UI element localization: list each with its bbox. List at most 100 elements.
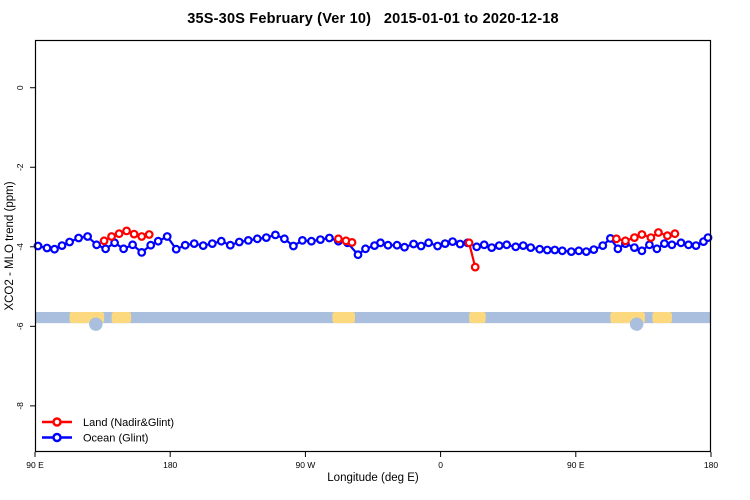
data-point (383, 240, 393, 250)
data-point (487, 243, 497, 253)
data-point (261, 233, 271, 243)
map-band (35, 312, 711, 331)
data-point (347, 237, 357, 247)
data-point (502, 240, 512, 250)
data-point (589, 245, 599, 255)
data-point (424, 238, 434, 248)
data-point (630, 243, 639, 253)
data-point (353, 250, 363, 260)
data-point (107, 232, 116, 241)
data-point (207, 239, 217, 249)
data-point (660, 239, 669, 249)
data-point (494, 241, 504, 251)
data-point (316, 235, 325, 245)
data-point (42, 243, 52, 253)
axis-ticks: 90 E 180 90 W 0 90 E 180 0 -2 -4 -6 -8 (15, 85, 718, 470)
series-land-nadir-glint (99, 226, 680, 272)
data-point (216, 236, 226, 246)
data-point (361, 244, 370, 254)
data-point (225, 240, 235, 250)
data-point (637, 230, 647, 239)
data-point (122, 226, 131, 236)
data-point (162, 232, 172, 241)
data-point (684, 240, 693, 250)
x-tick-label: 0 (438, 460, 443, 470)
data-point (83, 232, 92, 241)
data-point (33, 241, 43, 251)
data-point (470, 262, 480, 272)
y-tick-label: -2 (15, 163, 25, 171)
data-point (637, 246, 647, 256)
data-point (574, 246, 584, 256)
data-point (153, 236, 163, 246)
data-point (376, 238, 385, 248)
legend-label: Ocean (Glint) (83, 433, 148, 445)
data-point (557, 246, 567, 256)
map-band-land-patch (652, 312, 672, 324)
data-point (114, 229, 124, 239)
data-point (433, 241, 443, 251)
map-band-land-patch (332, 312, 355, 324)
data-point (645, 240, 654, 250)
data-point (171, 244, 181, 254)
data-point (144, 230, 154, 239)
y-tick-label: -6 (15, 322, 25, 330)
data-point (550, 245, 560, 255)
data-point (691, 241, 701, 251)
y-tick-label: 0 (15, 85, 25, 90)
data-point (630, 233, 639, 243)
y-tick-label: -4 (15, 243, 25, 251)
data-point (416, 241, 426, 251)
data-point (535, 244, 545, 254)
data-point (703, 233, 713, 243)
data-point (234, 237, 244, 247)
map-band-land-patch (111, 312, 132, 324)
data-point (334, 234, 343, 244)
data-point (50, 244, 59, 254)
x-tick-label: 90 W (295, 460, 315, 470)
x-tick-label: 180 (704, 460, 718, 470)
data-point (129, 229, 139, 239)
map-band-coast-notch (89, 317, 103, 331)
data-point (598, 241, 608, 251)
x-axis-label: Longitude (deg E) (327, 472, 419, 484)
data-point (252, 234, 262, 244)
data-point (654, 228, 663, 237)
data-point (518, 241, 528, 251)
data-point (667, 240, 677, 250)
data-point (511, 242, 521, 252)
data-point (652, 244, 662, 254)
data-point (526, 243, 536, 253)
data-point (243, 235, 253, 245)
data-point (464, 238, 474, 248)
legend: Land (Nadir&Glint) Ocean (Glint) (42, 417, 174, 445)
data-point (288, 241, 298, 251)
plot-area: 90 E 180 90 W 0 90 E 180 0 -2 -4 -6 -8 Land (Nadir&… (15, 39, 718, 470)
data-point (612, 234, 621, 244)
data-point (137, 232, 147, 241)
data-point (146, 240, 156, 250)
legend-label: Land (Nadir&Glint) (83, 417, 174, 429)
data-point (621, 236, 630, 246)
data-point (392, 240, 402, 250)
x-tick-label: 90 E (26, 460, 44, 470)
data-point (270, 230, 280, 240)
data-point (92, 240, 101, 250)
x-tick-label: 90 E (567, 460, 585, 470)
data-point (472, 242, 482, 252)
data-point (646, 233, 656, 243)
data-point (128, 240, 137, 250)
data-point (663, 231, 672, 241)
data-point (670, 229, 680, 239)
data-point (400, 242, 409, 252)
data-point (65, 237, 74, 247)
data-point (101, 244, 110, 254)
data-point (307, 236, 316, 246)
data-point (542, 245, 552, 255)
data-point (189, 239, 199, 249)
data-point (566, 247, 576, 257)
map-band-land-patch (469, 312, 486, 324)
chart-title: 35S-30S February (Ver 10) 2015-01-01 to … (187, 11, 559, 27)
data-point (99, 236, 109, 246)
